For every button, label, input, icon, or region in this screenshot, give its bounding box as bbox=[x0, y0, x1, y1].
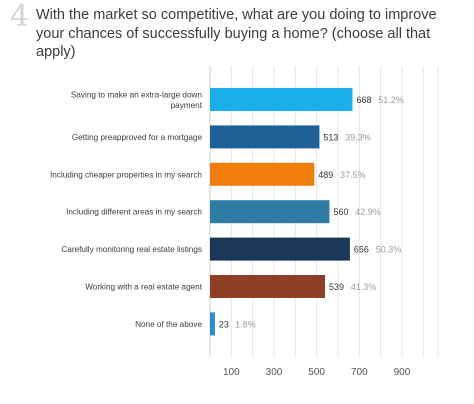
value-label: 23 bbox=[219, 319, 229, 329]
percent-label: 42.9% bbox=[355, 207, 381, 217]
percent-label: 37.5% bbox=[340, 170, 366, 180]
bar bbox=[210, 312, 215, 336]
percent-label: 1.8% bbox=[235, 319, 256, 329]
bar bbox=[210, 125, 320, 149]
value-label: 656 bbox=[354, 245, 369, 255]
bar bbox=[210, 237, 350, 261]
bar bbox=[210, 88, 353, 111]
x-tick-label: 100 bbox=[223, 367, 240, 378]
value-label: 539 bbox=[329, 282, 344, 292]
question-number: 4 bbox=[10, 0, 30, 34]
bar bbox=[210, 162, 315, 186]
value-label: 668 bbox=[356, 95, 371, 105]
category-label: payment bbox=[171, 101, 203, 110]
percent-label: 51.2% bbox=[378, 95, 404, 105]
category-label: Getting preapproved for a mortgage bbox=[72, 133, 203, 142]
value-label: 560 bbox=[333, 207, 348, 217]
x-tick-label: 900 bbox=[394, 367, 411, 378]
category-label: Working with a real estate agent bbox=[85, 283, 203, 292]
x-tick-label: 300 bbox=[266, 367, 283, 378]
category-label: None of the above bbox=[135, 320, 202, 329]
percent-label: 39.3% bbox=[345, 132, 371, 142]
bar bbox=[210, 275, 325, 298]
percent-label: 50.3% bbox=[376, 245, 402, 255]
question-title: With the market so competitive, what are… bbox=[36, 7, 437, 60]
category-label: Carefully monitoring real estate listing… bbox=[61, 245, 202, 254]
value-label: 513 bbox=[323, 132, 338, 142]
bar bbox=[210, 200, 330, 224]
category-label: Including cheaper properties in my searc… bbox=[50, 170, 202, 179]
percent-label: 41.3% bbox=[351, 282, 377, 292]
category-label: Including different areas in my search bbox=[66, 208, 202, 217]
value-label: 489 bbox=[318, 170, 333, 180]
x-tick-label: 700 bbox=[351, 367, 368, 378]
x-tick-label: 500 bbox=[308, 367, 325, 378]
category-label: Saving to make an extra-large down bbox=[71, 90, 203, 99]
